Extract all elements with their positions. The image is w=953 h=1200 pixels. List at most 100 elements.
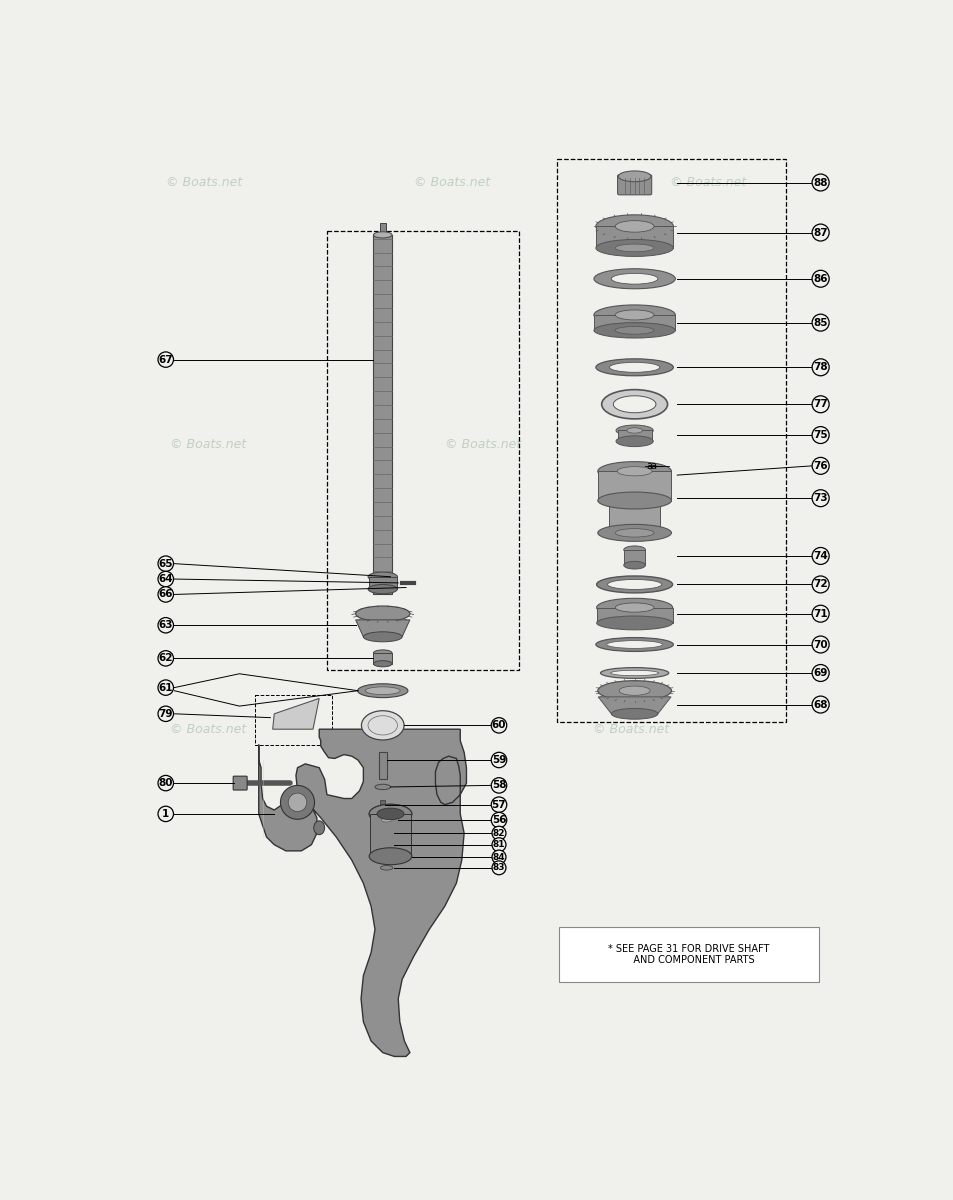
Ellipse shape: [368, 572, 397, 581]
Circle shape: [158, 571, 173, 587]
Circle shape: [811, 359, 828, 376]
Text: 57: 57: [491, 799, 506, 810]
Ellipse shape: [380, 842, 393, 847]
Text: 88: 88: [813, 178, 827, 187]
FancyBboxPatch shape: [373, 653, 392, 664]
Text: © Boats.net: © Boats.net: [669, 176, 745, 188]
Circle shape: [811, 270, 828, 287]
Ellipse shape: [615, 221, 654, 232]
Circle shape: [811, 426, 828, 444]
Ellipse shape: [609, 362, 659, 372]
Polygon shape: [355, 620, 410, 637]
Circle shape: [158, 680, 173, 695]
Circle shape: [491, 812, 506, 828]
Ellipse shape: [610, 671, 658, 676]
Ellipse shape: [594, 269, 675, 289]
FancyBboxPatch shape: [617, 175, 651, 194]
Ellipse shape: [598, 680, 671, 701]
Text: 58: 58: [491, 780, 506, 791]
FancyBboxPatch shape: [373, 235, 392, 594]
FancyBboxPatch shape: [233, 776, 247, 790]
Text: 60: 60: [491, 720, 506, 731]
Text: © Boats.net: © Boats.net: [170, 722, 246, 736]
FancyBboxPatch shape: [623, 550, 645, 565]
Circle shape: [811, 605, 828, 622]
Ellipse shape: [594, 323, 675, 338]
Circle shape: [158, 587, 173, 602]
Text: 87: 87: [813, 228, 827, 238]
Text: a: a: [645, 461, 652, 470]
Ellipse shape: [596, 599, 672, 617]
Ellipse shape: [376, 808, 404, 820]
Circle shape: [158, 706, 173, 721]
FancyBboxPatch shape: [369, 814, 411, 857]
Ellipse shape: [618, 170, 650, 181]
Text: 61: 61: [158, 683, 172, 692]
Circle shape: [492, 838, 505, 852]
Circle shape: [158, 618, 173, 632]
Polygon shape: [273, 698, 319, 730]
Circle shape: [491, 797, 506, 812]
FancyBboxPatch shape: [558, 928, 819, 982]
Text: 72: 72: [813, 580, 827, 589]
FancyBboxPatch shape: [594, 314, 674, 330]
Text: 77: 77: [812, 400, 827, 409]
Ellipse shape: [361, 710, 404, 740]
Ellipse shape: [626, 427, 641, 433]
FancyBboxPatch shape: [380, 800, 385, 816]
Ellipse shape: [598, 462, 671, 481]
Circle shape: [158, 650, 173, 666]
Bar: [557, 160, 785, 721]
Text: 81: 81: [493, 840, 505, 850]
Circle shape: [811, 665, 828, 682]
Text: 62: 62: [158, 653, 172, 664]
FancyBboxPatch shape: [598, 472, 670, 500]
Bar: [327, 232, 518, 670]
Text: 65: 65: [158, 559, 172, 569]
Text: 68: 68: [813, 700, 827, 709]
Circle shape: [811, 396, 828, 413]
Circle shape: [158, 806, 173, 822]
Bar: [254, 695, 332, 744]
Polygon shape: [598, 697, 670, 714]
Circle shape: [158, 556, 173, 571]
Ellipse shape: [380, 865, 393, 870]
FancyBboxPatch shape: [608, 500, 659, 533]
Circle shape: [811, 636, 828, 653]
Ellipse shape: [363, 631, 402, 642]
Circle shape: [811, 547, 828, 564]
Text: 75: 75: [813, 430, 827, 440]
Text: * SEE PAGE 31 FOR DRIVE SHAFT
   AND COMPONENT PARTS: * SEE PAGE 31 FOR DRIVE SHAFT AND COMPON…: [608, 943, 769, 965]
Text: 82: 82: [493, 829, 505, 838]
Circle shape: [492, 850, 505, 864]
Circle shape: [491, 752, 506, 768]
Ellipse shape: [380, 854, 393, 859]
Ellipse shape: [314, 821, 324, 835]
Text: 59: 59: [492, 755, 506, 766]
Circle shape: [492, 860, 505, 875]
Text: a: a: [649, 461, 656, 470]
Text: 83: 83: [493, 863, 505, 872]
Text: 74: 74: [812, 551, 827, 560]
Text: 67: 67: [158, 355, 172, 365]
Text: © Boats.net: © Boats.net: [445, 438, 521, 451]
Ellipse shape: [369, 847, 412, 865]
Ellipse shape: [615, 602, 654, 612]
Ellipse shape: [594, 305, 675, 325]
Ellipse shape: [369, 804, 412, 823]
Text: 85: 85: [813, 318, 827, 328]
Ellipse shape: [615, 310, 654, 320]
Text: 66: 66: [158, 589, 172, 600]
Ellipse shape: [380, 830, 393, 835]
Polygon shape: [258, 730, 466, 1056]
Circle shape: [158, 352, 173, 367]
Text: 84: 84: [492, 852, 505, 862]
Ellipse shape: [355, 606, 410, 622]
Text: 86: 86: [813, 274, 827, 283]
Ellipse shape: [596, 359, 673, 376]
FancyBboxPatch shape: [617, 431, 651, 442]
Circle shape: [491, 718, 506, 733]
Text: 79: 79: [158, 709, 172, 719]
Ellipse shape: [598, 492, 671, 509]
Ellipse shape: [357, 684, 408, 697]
